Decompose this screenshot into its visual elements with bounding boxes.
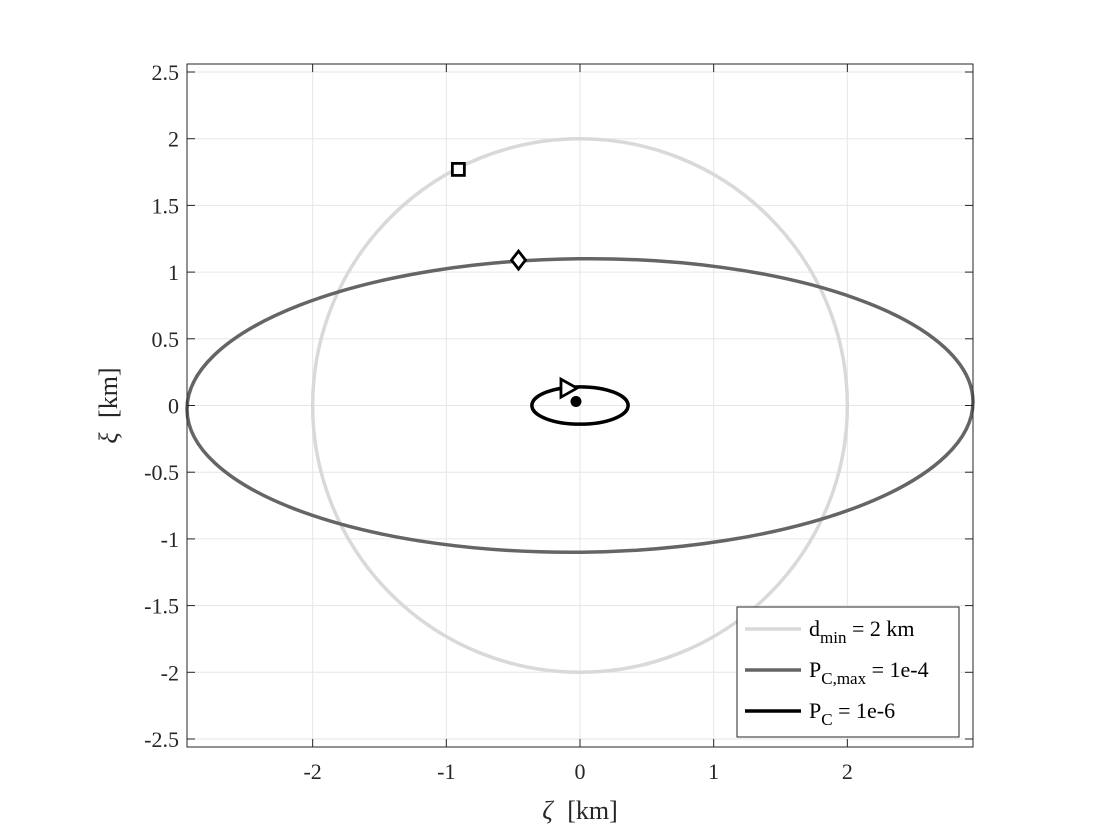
- y-tick-label: -2.5: [144, 727, 179, 752]
- x-axis-symbol: ζ: [542, 796, 554, 825]
- y-tick-label: 1: [168, 260, 179, 285]
- y-tick-label: -0.5: [144, 460, 179, 485]
- x-tick-label: 1: [708, 759, 719, 784]
- legend-label-rest: = 1e-6: [833, 698, 896, 723]
- ticks: [187, 64, 973, 747]
- legend-label-rest: = 2 km: [846, 616, 914, 641]
- x-tick-label: 0: [575, 759, 586, 784]
- legend-item: dmin = 2 km: [745, 616, 914, 647]
- legend-item: PC,max = 1e-4: [745, 657, 929, 688]
- diamond-marker: [509, 248, 528, 272]
- x-tick-label: 2: [842, 759, 853, 784]
- legend-label: PC = 1e-6: [809, 698, 895, 729]
- y-tick-label: 0: [168, 394, 179, 419]
- series-circle-0: [310, 136, 850, 675]
- y-tick-label: 1.5: [152, 193, 180, 218]
- y-tick-label: 2: [168, 127, 179, 152]
- legend-label-base: P: [809, 657, 821, 682]
- y-axis-symbol: ξ: [94, 432, 123, 444]
- y-tick-labels: 2.5 2 1.5 1 0.5 0 -0.5 -1 -1.5 -2 -2.5: [144, 60, 179, 752]
- series-ellipse-2: [530, 385, 630, 426]
- y-tick-label: 0.5: [152, 327, 180, 352]
- legend-label-subscript: C: [821, 710, 832, 729]
- square-marker: [450, 161, 466, 177]
- legend-label-subscript: min: [820, 628, 847, 647]
- x-axis-unit: [km]: [567, 796, 618, 825]
- y-tick-label: -1.5: [144, 594, 179, 619]
- legend-label-rest: = 1e-4: [866, 657, 929, 682]
- legend-item: PC = 1e-6: [745, 698, 895, 729]
- x-tick-label: -2: [303, 759, 321, 784]
- legend-label-subscript: C,max: [821, 669, 866, 688]
- legend-label: PC,max = 1e-4: [809, 657, 929, 688]
- y-axis-label: ξ [km]: [94, 367, 123, 443]
- y-tick-label: -2: [161, 660, 179, 685]
- legend-label-base: P: [809, 698, 821, 723]
- y-tick-label: 2.5: [152, 60, 180, 85]
- legend-label: dmin = 2 km: [809, 616, 914, 647]
- triangle-marker: [559, 376, 580, 400]
- x-tick-labels: -2 -1 0 1 2: [303, 759, 852, 784]
- y-tick-label: -1: [161, 527, 179, 552]
- x-axis-label: ζ [km]: [542, 796, 618, 825]
- y-axis-unit: [km]: [94, 367, 123, 418]
- markers: [450, 161, 582, 407]
- legend-label-base: d: [809, 616, 820, 641]
- x-tick-label: -1: [437, 759, 455, 784]
- dot-marker: [570, 395, 582, 407]
